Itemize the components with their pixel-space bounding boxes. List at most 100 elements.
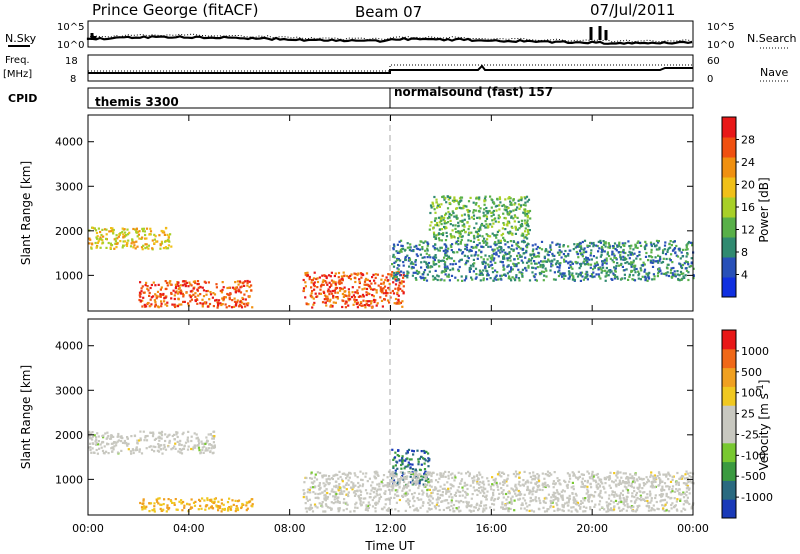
echo-cell: [650, 471, 653, 474]
echo-cell: [347, 479, 350, 482]
echo-cell: [407, 481, 410, 484]
echo-cell: [544, 249, 547, 252]
echo-cell: [559, 483, 562, 486]
echo-cell: [209, 291, 212, 294]
echo-cell: [196, 302, 199, 305]
echo-cell: [535, 490, 538, 493]
echo-cell: [483, 504, 486, 507]
echo-cell: [94, 440, 97, 443]
echo-cell: [623, 277, 626, 280]
echo-cell: [532, 486, 535, 489]
echo-cell: [433, 255, 436, 258]
echo-cell: [465, 472, 468, 475]
echo-cell: [562, 274, 565, 277]
echo-cell: [315, 478, 319, 481]
echo-cell: [687, 488, 691, 491]
echo-cell: [680, 278, 683, 281]
echo-cell: [479, 473, 482, 476]
echo-cell: [334, 291, 337, 294]
echo-cell: [135, 231, 138, 234]
echo-cell: [393, 256, 396, 259]
echo-cell: [147, 289, 150, 292]
echo-cell: [370, 282, 373, 285]
echo-cell: [147, 302, 150, 305]
echo-cell: [238, 305, 241, 308]
echo-cell: [458, 501, 461, 504]
echo-cell: [334, 281, 337, 284]
echo-cell: [665, 501, 668, 504]
echo-cell: [686, 486, 689, 489]
echo-cell: [661, 251, 665, 255]
echo-cell: [512, 262, 515, 265]
echo-cell: [428, 503, 431, 506]
echo-cell: [223, 507, 226, 511]
echo-cell: [609, 471, 612, 474]
echo-cell: [501, 503, 504, 506]
echo-cell: [568, 273, 571, 276]
echo-cell: [360, 295, 363, 298]
echo-cell: [414, 483, 417, 486]
echo-cell: [595, 473, 598, 476]
echo-cell: [410, 249, 413, 252]
echo-cell: [403, 493, 406, 496]
echo-cell: [374, 495, 377, 498]
echo-cell: [405, 452, 408, 455]
echo-cell: [339, 489, 342, 492]
echo-cell: [340, 275, 343, 278]
echo-cell: [96, 443, 100, 446]
echo-cell: [203, 445, 206, 448]
echo-cell: [167, 235, 170, 238]
echo-cell: [105, 237, 108, 240]
echo-cell: [605, 257, 608, 260]
echo-cell: [646, 499, 649, 503]
echo-cell: [457, 268, 460, 271]
echo-cell: [466, 248, 469, 252]
echo-cell: [543, 255, 546, 258]
echo-cell: [496, 483, 499, 486]
echo-cell: [228, 305, 231, 308]
echo-cell: [213, 444, 216, 447]
echo-cell: [360, 304, 363, 307]
echo-cell: [321, 491, 324, 494]
echo-cell: [167, 498, 170, 501]
echo-cell: [546, 473, 549, 476]
echo-cell: [608, 246, 611, 249]
echo-cell: [456, 279, 460, 282]
echo-cell: [332, 495, 335, 498]
echo-cell: [359, 301, 363, 304]
echo-cell: [475, 488, 478, 492]
echo-cell: [139, 439, 142, 442]
echo-cell: [526, 214, 529, 217]
echo-cell: [614, 275, 617, 278]
echo-cell: [233, 297, 236, 300]
echo-cell: [652, 273, 655, 276]
echo-cell: [630, 484, 633, 487]
y-tick-label: 2000: [55, 429, 83, 442]
echo-cell: [445, 201, 448, 204]
echo-cell: [492, 213, 495, 216]
echo-cell: [327, 290, 330, 293]
echo-cell: [465, 277, 468, 280]
echo-cell: [158, 439, 161, 442]
echo-cell: [100, 441, 104, 444]
echo-cell: [373, 300, 376, 304]
echo-cell: [405, 500, 408, 503]
echo-cell: [690, 475, 693, 479]
echo-cell: [400, 458, 403, 461]
echo-cell: [648, 255, 651, 258]
echo-cell: [329, 275, 332, 278]
echo-cell: [520, 219, 523, 222]
echo-cell: [404, 492, 407, 495]
echo-cell: [505, 498, 508, 501]
echo-cell: [581, 240, 584, 244]
echo-cell: [433, 258, 436, 262]
echo-cell: [141, 227, 144, 230]
echo-cell: [178, 500, 181, 503]
echo-cell: [658, 484, 661, 487]
echo-cell: [106, 443, 109, 446]
echo-cell: [493, 248, 496, 251]
echo-cell: [316, 471, 319, 474]
echo-cell: [520, 255, 523, 258]
echo-cell: [595, 486, 598, 489]
echo-cell: [392, 479, 396, 482]
